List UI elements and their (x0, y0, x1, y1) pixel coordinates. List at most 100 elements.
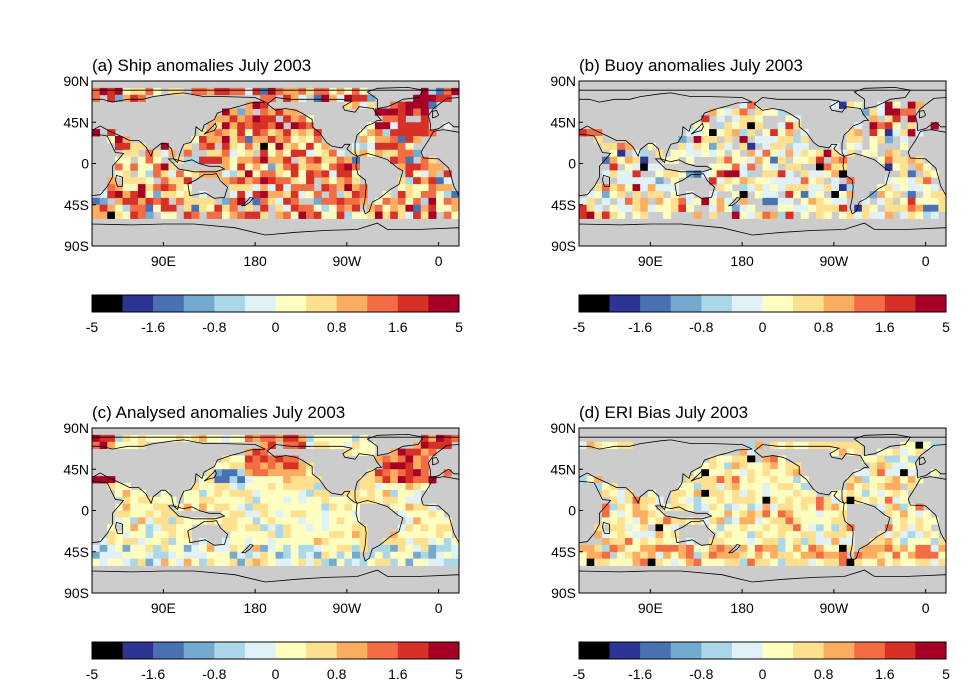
data-cell (145, 197, 154, 206)
data-cell (306, 469, 315, 477)
data-cell (861, 483, 870, 491)
data-cell (336, 503, 345, 511)
data-cell (397, 191, 406, 199)
data-cell (586, 551, 595, 560)
data-cell (137, 94, 146, 103)
data-cell (244, 558, 253, 566)
data-cell (176, 551, 185, 560)
data-cell (900, 170, 909, 178)
data-cell (122, 136, 131, 144)
data-cell (390, 149, 399, 158)
data-cell (701, 170, 710, 178)
data-cell (244, 434, 253, 443)
data-cell (199, 204, 208, 213)
data-cell (191, 197, 200, 206)
data-cell (640, 538, 649, 546)
data-cell (107, 544, 116, 553)
data-cell (275, 469, 284, 477)
data-cell (313, 197, 322, 206)
data-cell (601, 191, 610, 199)
data-cell (290, 177, 299, 185)
data-cell (915, 204, 924, 213)
data-cell (359, 544, 368, 553)
data-cell (229, 211, 238, 219)
data-cell (405, 558, 414, 566)
data-cell (838, 184, 848, 192)
data-cell (260, 170, 269, 178)
panel-a-title: (a) Ship anomalies July 2003 (92, 56, 311, 75)
data-cell (214, 204, 223, 213)
colorbar-tick-label: 0.8 (327, 319, 347, 335)
data-cell (617, 531, 626, 539)
data-cell (313, 524, 322, 532)
data-cell (823, 184, 832, 192)
data-cell (359, 142, 368, 151)
data-cell (145, 87, 154, 96)
data-cell (244, 462, 253, 470)
data-cell (313, 489, 322, 498)
data-cell (206, 211, 215, 219)
data-cell (754, 115, 763, 123)
data-cell (137, 204, 146, 213)
data-cell (306, 434, 315, 443)
colorbar-swatch (670, 642, 702, 659)
data-cell (877, 544, 886, 553)
colorbar-swatch (214, 642, 246, 659)
coastline (579, 480, 612, 544)
data-cell (260, 544, 269, 553)
data-cell (321, 551, 330, 560)
data-cell (199, 517, 208, 525)
data-cell (122, 204, 131, 213)
data-cell (267, 503, 276, 511)
data-cell (390, 531, 399, 539)
data-cell (290, 524, 299, 532)
data-cell (808, 510, 817, 518)
data-cell (854, 476, 863, 484)
data-cell (436, 551, 445, 560)
data-cell (260, 517, 269, 525)
data-cell (344, 197, 353, 206)
data-cell (306, 184, 315, 192)
data-cell (359, 136, 368, 144)
data-cell (405, 156, 414, 164)
data-cell (808, 156, 817, 164)
data-cell (329, 149, 338, 158)
data-cell (329, 441, 338, 450)
data-cell (229, 462, 238, 470)
data-cell (770, 510, 779, 518)
data-cell (367, 476, 376, 484)
data-cell (336, 510, 345, 518)
data-cell (206, 170, 215, 178)
data-cell (252, 483, 261, 491)
data-cell (183, 142, 192, 151)
data-cell (800, 524, 809, 532)
data-cell (877, 558, 886, 566)
data-cell (306, 531, 315, 539)
data-cell (92, 476, 101, 484)
data-cell (351, 87, 361, 96)
data-cell (137, 531, 146, 539)
data-cell (861, 558, 870, 566)
data-cell (252, 538, 261, 546)
data-cell (374, 197, 383, 206)
data-cell (298, 496, 307, 505)
data-cell (770, 538, 779, 546)
data-cell (221, 462, 231, 470)
data-cell (260, 94, 269, 103)
data-cell (336, 170, 345, 178)
data-cell (716, 503, 725, 511)
data-cell (420, 87, 429, 96)
data-cell (168, 538, 177, 546)
data-cell (869, 496, 878, 505)
data-cell (579, 544, 588, 553)
data-cell (122, 156, 131, 164)
data-cell (816, 551, 825, 560)
data-cell (290, 170, 299, 178)
panel-b-map (579, 81, 946, 246)
data-cell (229, 544, 238, 553)
data-cell (382, 483, 391, 491)
data-cell (884, 211, 893, 219)
data-cell (754, 191, 763, 199)
data-cell (739, 558, 748, 566)
data-cell (838, 149, 848, 158)
